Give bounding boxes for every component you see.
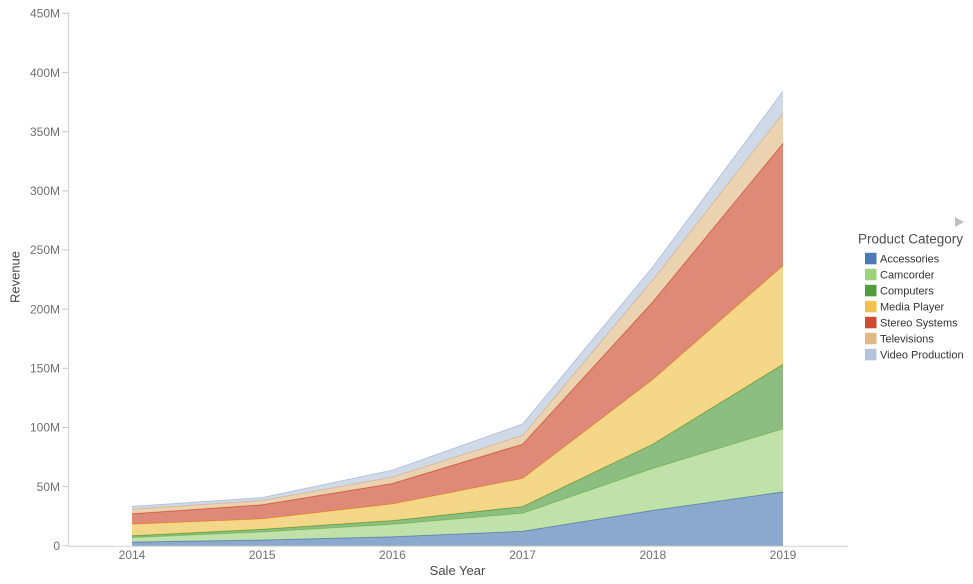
svg-text:0: 0 [53,539,60,553]
svg-text:2019: 2019 [770,548,797,562]
svg-text:2016: 2016 [379,548,406,562]
svg-text:150M: 150M [30,362,60,376]
svg-text:2014: 2014 [119,548,146,562]
svg-text:450M: 450M [30,7,60,21]
svg-text:Accessories: Accessories [880,254,940,266]
svg-text:100M: 100M [30,421,60,435]
svg-text:200M: 200M [30,302,60,316]
svg-text:2018: 2018 [639,548,666,562]
svg-text:Revenue: Revenue [8,251,23,303]
svg-text:Video Production: Video Production [880,350,964,362]
svg-text:Sale Year: Sale Year [430,563,486,578]
svg-text:300M: 300M [30,184,60,198]
svg-text:Camcorder: Camcorder [880,270,935,282]
svg-text:Product Category: Product Category [858,231,963,246]
svg-text:Televisions: Televisions [880,334,934,346]
svg-text:Stereo Systems: Stereo Systems [880,318,958,330]
svg-text:400M: 400M [30,66,60,80]
svg-text:50M: 50M [37,480,60,494]
svg-text:2017: 2017 [509,548,536,562]
svg-text:Computers: Computers [880,286,934,298]
svg-text:Media Player: Media Player [880,302,945,314]
svg-text:2015: 2015 [249,548,276,562]
svg-text:250M: 250M [30,243,60,257]
svg-text:350M: 350M [30,125,60,139]
